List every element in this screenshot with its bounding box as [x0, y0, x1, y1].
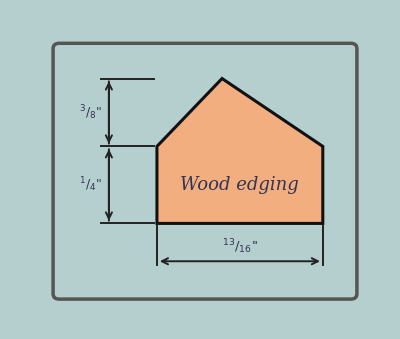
Polygon shape: [157, 79, 323, 223]
Text: Wood edging: Wood edging: [180, 176, 299, 194]
FancyBboxPatch shape: [53, 43, 357, 299]
Text: $\mathdefault{^1/_4}$": $\mathdefault{^1/_4}$": [79, 176, 102, 194]
Text: $\mathdefault{^{13}/_{16}}$": $\mathdefault{^{13}/_{16}}$": [222, 238, 258, 256]
Text: $\mathdefault{^3/_8}$": $\mathdefault{^3/_8}$": [79, 103, 102, 122]
